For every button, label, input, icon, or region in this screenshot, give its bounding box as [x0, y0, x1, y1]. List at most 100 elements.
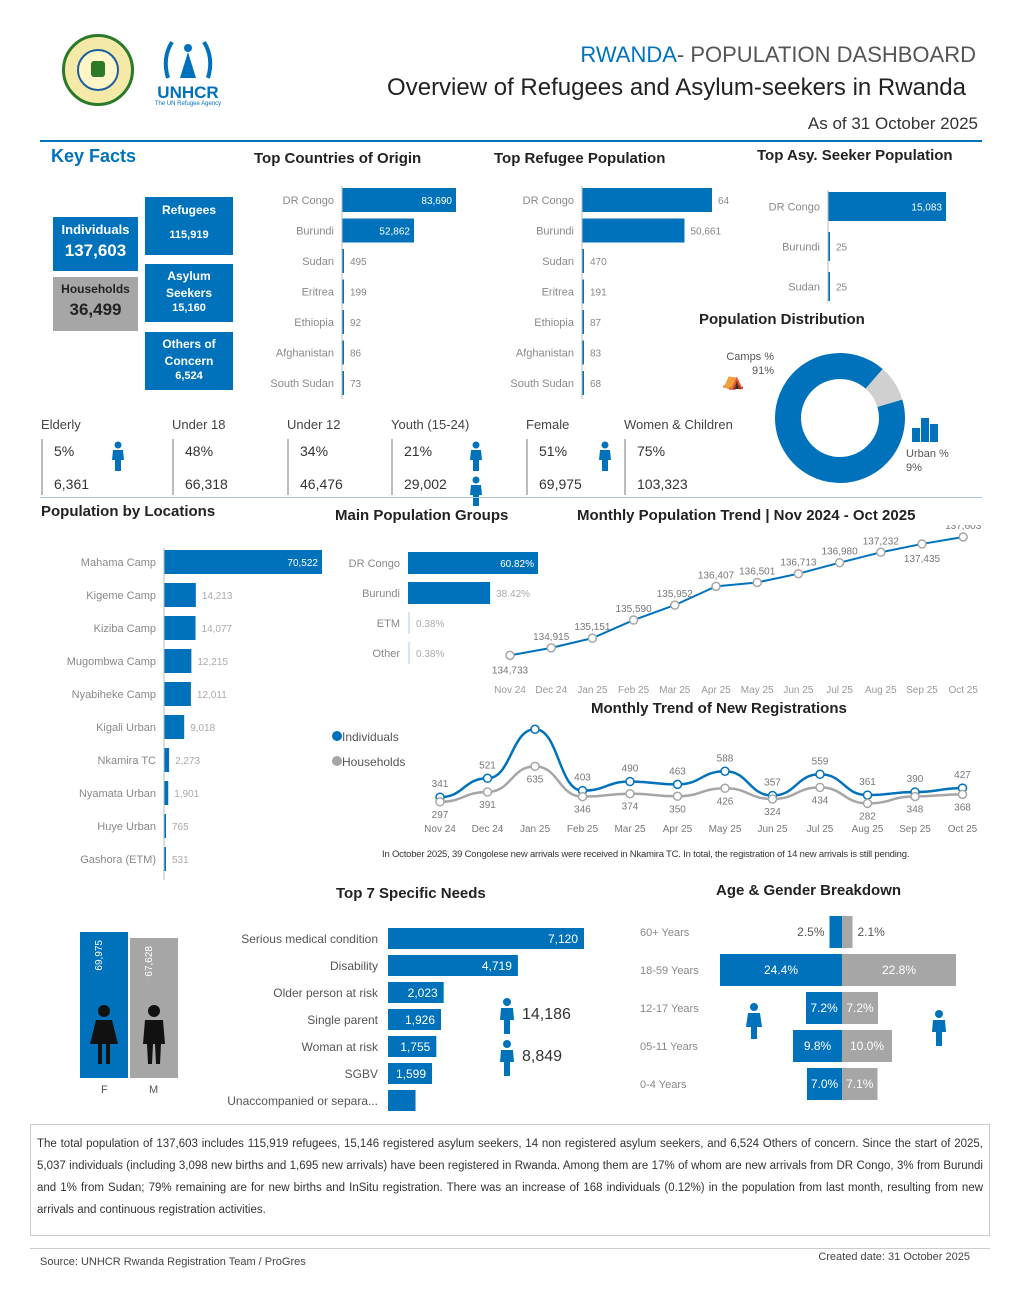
bar — [388, 1090, 416, 1111]
bar — [164, 550, 322, 574]
locations-chart: Mahama Camp 70,522 Kigeme Camp 14,213 Kiziba… — [67, 548, 322, 880]
bar — [582, 249, 584, 273]
x-tick: Nov 24 — [494, 685, 526, 696]
stat-pct: 5% — [54, 443, 75, 459]
camps-label: Camps % 91% — [722, 350, 774, 378]
trend-point — [834, 557, 845, 568]
data-label: 199 — [350, 288, 367, 299]
male-bar: 67,628 — [130, 938, 178, 1078]
data-label: 12,011 — [197, 690, 227, 701]
needs-title: Top 7 Specific Needs — [336, 885, 486, 902]
data-label: 1,901 — [174, 789, 199, 800]
data-label: 390 — [907, 774, 924, 785]
stat-num: 29,002 — [404, 476, 447, 492]
x-tick: Jun 25 — [757, 824, 787, 835]
trend-point — [546, 643, 556, 653]
bar — [164, 847, 166, 871]
female-bar — [720, 954, 842, 986]
camps-pct: 91% — [752, 365, 775, 377]
data-label: 15,083 — [911, 203, 942, 214]
registration-note: In October 2025, 39 Congolese new arriva… — [382, 849, 910, 860]
title-rest: - POPULATION DASHBOARD — [676, 42, 976, 67]
data-label: 83 — [590, 349, 602, 360]
trend-point — [752, 577, 762, 588]
bar — [828, 192, 946, 221]
households-label: Households — [61, 282, 130, 296]
series-point — [625, 788, 635, 799]
category-label: SGBV — [345, 1067, 378, 1081]
data-label: 12,215 — [197, 657, 228, 668]
asylum-label: Asylum Seekers — [165, 269, 213, 300]
individuals-label: Individuals — [61, 222, 130, 237]
female-label: 7.2% — [810, 1001, 838, 1015]
series-point — [530, 761, 540, 772]
trend-point — [793, 568, 804, 579]
series-point — [767, 794, 778, 804]
needs-side-value-1: 14,186 — [522, 1006, 571, 1023]
bar — [342, 310, 344, 334]
refugees-box: Refugees 115,919 — [145, 197, 233, 255]
data-label: 426 — [717, 796, 734, 807]
data-label: 588 — [717, 753, 734, 764]
bar — [582, 310, 584, 334]
female-bar — [806, 992, 842, 1024]
child-icon-1 — [500, 998, 514, 1034]
x-tick: Aug 25 — [865, 685, 897, 696]
category-label: Gashora (ETM) — [80, 854, 156, 866]
stat-3: Youth (15-24) 21% 29,002 — [391, 417, 482, 506]
created-date: Created date: 31 October 2025 — [818, 1251, 970, 1263]
series-point — [435, 797, 445, 807]
legend-individuals: Individuals — [332, 730, 399, 744]
male-child-icon — [932, 1010, 946, 1046]
category-label: DR Congo — [769, 202, 820, 214]
stat-title: Women & Children — [624, 417, 733, 432]
stat-divider — [391, 439, 393, 495]
bar — [164, 715, 185, 739]
bar — [342, 340, 344, 365]
data-label: 9,018 — [190, 723, 215, 734]
bar — [582, 218, 685, 243]
category-label: Mahama Camp — [81, 557, 156, 569]
x-tick: Jun 25 — [783, 685, 813, 696]
stats-divider — [40, 497, 982, 498]
locations-title: Population by Locations — [41, 503, 216, 520]
registrations-chart: 341 521 988 403 490 463 588 357 559 361 390 427 297 3… — [424, 720, 978, 835]
female-bar — [829, 916, 842, 948]
stat-num: 103,323 — [637, 476, 688, 492]
others-label: Others of Concern — [162, 337, 216, 368]
category-label: Eritrea — [302, 287, 335, 299]
category-label: Kigali Urban — [96, 722, 156, 734]
data-label: 137,232 — [863, 536, 900, 547]
bar — [388, 955, 518, 976]
male-label: 2.1% — [858, 925, 886, 939]
dashboard-subtitle: Overview of Refugees and Asylum-seekers … — [387, 74, 966, 101]
data-label: 137,603 — [945, 525, 982, 532]
refugees-label: Refugees — [161, 203, 217, 217]
legend-households-text: Households — [342, 755, 406, 769]
category-label: Eritrea — [542, 287, 575, 299]
child-icon-2 — [500, 1040, 514, 1076]
x-tick: Jan 25 — [520, 824, 550, 835]
x-tick: Jul 25 — [807, 824, 834, 835]
stat-title: Elderly — [41, 417, 81, 432]
series-point — [482, 787, 493, 797]
legend-individuals-text: Individuals — [342, 730, 399, 744]
bar — [408, 642, 410, 664]
bar — [388, 1063, 433, 1084]
category-label: Ethiopia — [294, 317, 335, 329]
stat-4: Female 51% 69,975 — [526, 417, 611, 495]
category-label: Mugombwa Camp — [67, 656, 156, 668]
category-label: Burundi — [782, 242, 820, 254]
footer-divider — [30, 1248, 990, 1249]
camps-text: Camps % — [726, 351, 775, 363]
female-label: 24.4% — [764, 963, 798, 977]
data-label: 87 — [590, 318, 602, 329]
data-label: 368 — [954, 802, 971, 813]
trend-point — [711, 581, 721, 592]
female-label: 2.5% — [797, 925, 825, 939]
refugee-title: Top Refugee Population — [494, 150, 666, 167]
x-tick: Mar 25 — [659, 685, 691, 696]
others-value: 6,524 — [175, 370, 203, 382]
bar — [408, 582, 491, 604]
data-label: 136,407 — [698, 570, 735, 581]
